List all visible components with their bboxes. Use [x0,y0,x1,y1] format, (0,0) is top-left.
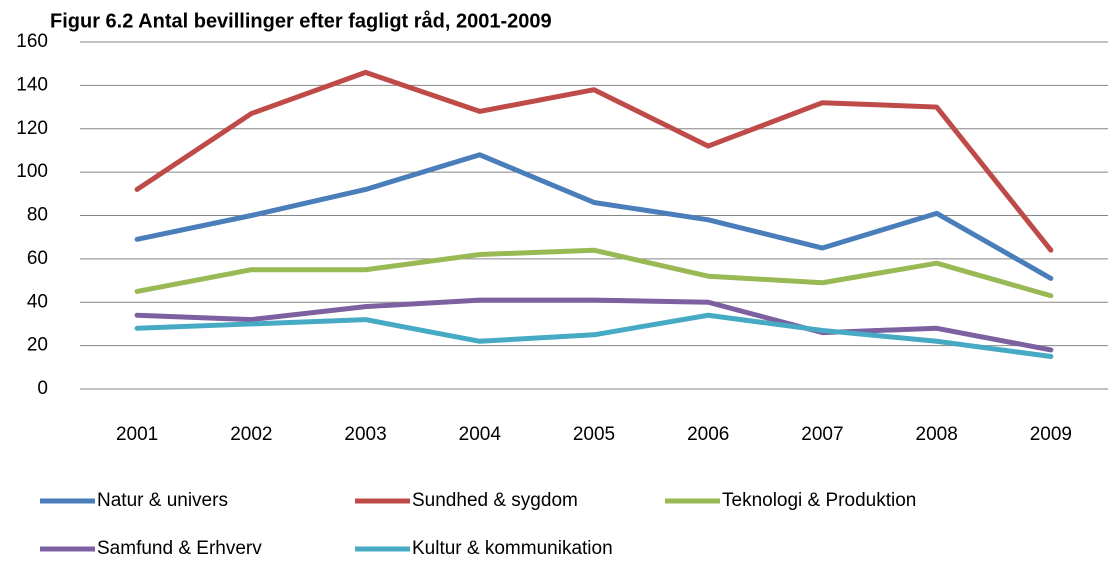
y-tick-label: 140 [16,74,48,95]
chart-title: Figur 6.2 Antal bevillinger efter faglig… [50,9,552,32]
x-tick-label: 2008 [916,424,958,445]
y-tick-label: 0 [37,378,48,399]
x-tick-label: 2005 [573,424,615,445]
y-tick-label: 120 [16,118,48,139]
x-tick-label: 2003 [344,424,386,445]
y-tick-label: 60 [27,248,48,269]
series-line [134,69,1054,253]
x-tick-label: 2009 [1030,424,1072,445]
legend-label: Natur & univers [97,490,228,511]
series-line [134,152,1054,281]
y-tick-label: 80 [27,205,48,226]
x-tick-label: 2004 [459,424,502,445]
x-tick-label: 2001 [116,424,158,445]
y-tick-label: 160 [16,31,48,52]
legend-label: Kultur & kommunikation [412,538,613,559]
series-line [134,312,1054,359]
y-tick-label: 40 [27,291,48,312]
x-tick-label: 2007 [801,424,843,445]
legend-label: Sundhed & sygdom [412,490,578,511]
legend-label: Teknologi & Produktion [722,490,916,511]
y-tick-label: 20 [27,335,48,356]
x-tick-label: 2002 [230,424,272,445]
series-line [134,297,1054,353]
legend-label: Samfund & Erhverv [97,538,262,559]
x-tick-label: 2006 [687,424,729,445]
y-tick-label: 100 [16,161,48,182]
series-line [134,247,1054,299]
